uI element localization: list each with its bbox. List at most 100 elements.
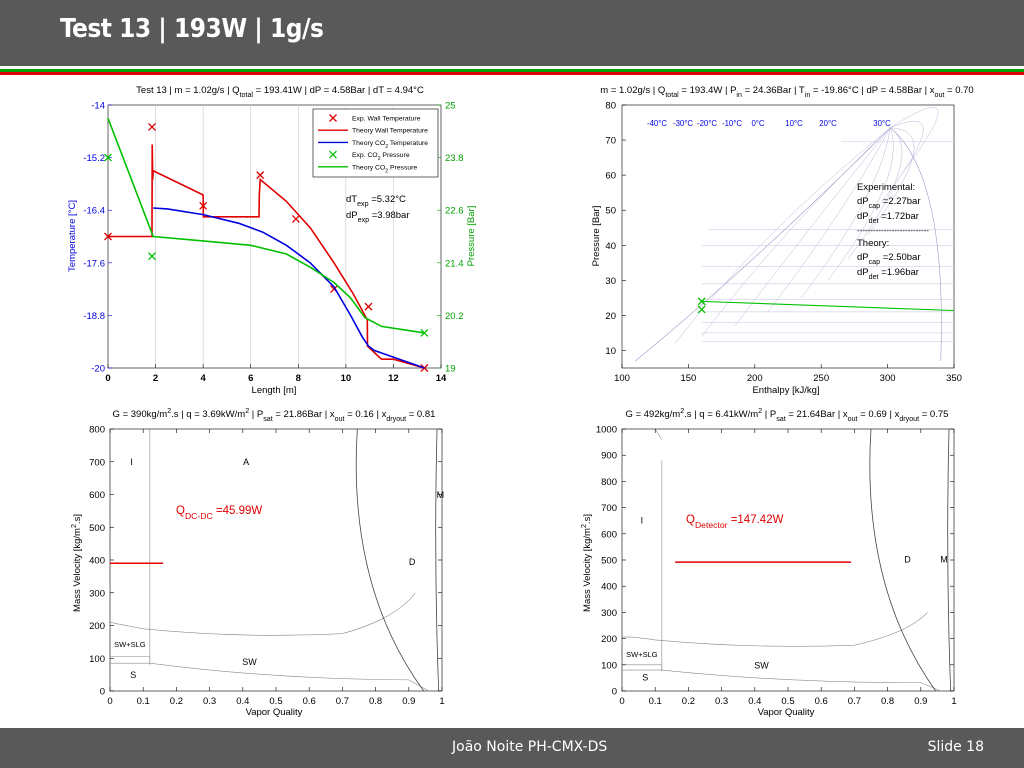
- chart1-x-tick-label: 10: [341, 373, 352, 384]
- pressure-enthalpy-chart: m = 1.02g/s | Qtotal = 193.4W | Pin = 24…: [591, 85, 974, 396]
- chart4-x-tick-label: 0: [619, 696, 624, 707]
- chart3-dryout-boundary: [355, 428, 425, 692]
- chart3-region-label-s: S: [130, 670, 136, 680]
- chart1-y2-ticks: 25 23.8 22.6 21.4 20.2 19: [437, 101, 464, 375]
- chart1-x-tick-label: 6: [248, 373, 253, 384]
- chart2-title: m = 1.02g/s | Qtotal = 193.4W | Pin = 24…: [600, 85, 973, 99]
- chart4-region-label-sw: SW: [754, 661, 769, 671]
- chart2-ylabel: Pressure [Bar]: [591, 206, 602, 267]
- chart4-sw-boundary: [621, 612, 928, 647]
- chart3-y-tick-label: 700: [89, 457, 105, 468]
- chart4-x-tick-label: 0.1: [649, 696, 662, 707]
- chart1-annotation: dTexp =5.32°C dPexp =3.98bar: [346, 194, 410, 224]
- chart2-saturation-liquid-line: [635, 127, 891, 362]
- chart1-xlabel: Length [m]: [252, 385, 297, 396]
- chart3-y-tick-label: 200: [89, 621, 105, 632]
- chart1-series-theory-co2-pressure: [107, 117, 425, 334]
- chart2-quality-line: [880, 120, 924, 204]
- chart2-isotherm-labels: -40°C -30°C -20°C -10°C 0°C 10°C 20°C 30°C: [647, 119, 891, 128]
- chart1-y-tick-label: -18.8: [83, 311, 105, 322]
- chart2-series-exp-point: [697, 305, 706, 314]
- chart3-x-tick-label: 0.9: [402, 696, 415, 707]
- footer-author: João Noite PH-CMX-DS: [452, 739, 608, 755]
- chart1-legend-label: Theory CO2 Temperature: [352, 140, 428, 150]
- chart1-legend-marker: [329, 114, 337, 122]
- chart1-y2-tick-label: 21.4: [445, 258, 464, 269]
- chart2-y-tick-label: 50: [605, 206, 616, 217]
- chart3-title: G = 390kg/m2.s | q = 3.69kW/m2 | Psat = …: [113, 407, 436, 423]
- chart2-isotherm-label: 30°C: [873, 119, 891, 128]
- chart2-x-ticks: 100 150 200 250 300 350: [614, 364, 962, 384]
- chart3-ylabel: Mass Velocity [kg/m2.s]: [70, 514, 83, 612]
- chart1-series: [104, 117, 429, 372]
- chart1-series-theory-wall-temperature: [108, 144, 425, 369]
- chart2-isotherm-label: -20°C: [697, 119, 717, 128]
- chart1-legend-label: Exp. CO2 Pressure: [352, 152, 410, 162]
- chart3-x-tick-label: 1: [439, 696, 444, 707]
- chart2-x-tick-label: 200: [747, 373, 763, 384]
- chart3-x-ticks: 0 0.1 0.2 0.3 0.4 0.5 0.6 0.7 0.8 0.9 1: [107, 429, 445, 707]
- chart2-y-tick-label: 60: [605, 171, 616, 182]
- chart1-x-tick-label: 2: [153, 373, 158, 384]
- chart4-ylabel: Mass Velocity [kg/m2.s]: [580, 514, 593, 612]
- chart1-y2-tick-label: 22.6: [445, 206, 464, 217]
- chart4-region-label-s: S: [642, 673, 648, 683]
- chart4-ia-boundary-top: [654, 428, 663, 440]
- chart3-y-tick-label: 400: [89, 556, 105, 567]
- chart2-y-tick-label: 20: [605, 311, 616, 322]
- chart1-ylabel: Temperature [°C]: [67, 200, 78, 272]
- chart1-series-exp-wall-temperature-point: [148, 122, 156, 131]
- chart4-region-label-m: M: [940, 555, 948, 565]
- chart2-annotation-separator: ---------------------------: [857, 226, 929, 235]
- chart1-y2-tick-label: 20.2: [445, 311, 464, 322]
- slide-header: Test 13 | 193W | 1g/s: [0, 0, 1024, 66]
- chart4-title: G = 492kg/m2.s | q = 6.41kW/m2 | Psat = …: [626, 407, 949, 423]
- chart4-region-label-sw-slg: SW+SLG: [626, 650, 658, 659]
- chart3-x-tick-label: 0.7: [336, 696, 349, 707]
- chart4-y-tick-label: 100: [601, 660, 617, 671]
- chart2-x-tick-label: 150: [680, 373, 696, 384]
- chart2-x-tick-label: 350: [946, 373, 962, 384]
- slide-footer: João Noite PH-CMX-DS Slide 18: [0, 728, 1024, 768]
- chart1-series-exp-wall-temperature-point: [291, 215, 300, 223]
- chart2-annotation-theory-title: Theory:: [857, 238, 889, 249]
- chart2-quality-line: [674, 127, 891, 344]
- chart1-x-tick-label: 4: [200, 373, 206, 384]
- chart4-region-label-d: D: [904, 555, 911, 565]
- chart4-x-tick-label: 0.4: [748, 696, 761, 707]
- chart1-annotation-dp: dPexp =3.98bar: [346, 210, 410, 224]
- temperature-pressure-chart: Test 13 | m = 1.02g/s | Qtotal = 193.41W…: [67, 85, 477, 396]
- chart4-y-tick-label: 200: [601, 634, 617, 645]
- chart2-isotherm-label: 10°C: [785, 119, 803, 128]
- flow-pattern-map-dcdc: G = 390kg/m2.s | q = 3.69kW/m2 | Psat = …: [70, 407, 445, 718]
- chart4-x-tick-label: 0.6: [815, 696, 828, 707]
- chart3-region-label-m: M: [437, 490, 445, 500]
- chart4-s-boundary: [622, 669, 941, 692]
- chart1-legend-label: Theory CO2 Pressure: [352, 164, 417, 174]
- chart2-quality-line: [701, 127, 891, 337]
- chart3-heat-label: QDC-DC =45.99W: [176, 505, 262, 521]
- chart3-x-tick-label: 0.5: [269, 696, 282, 707]
- header-stripe-white: [0, 66, 1024, 69]
- chart1-y-tick-label: -14: [91, 101, 105, 112]
- chart3-plot-area: [109, 428, 443, 692]
- chart2-quality-line: [767, 127, 891, 313]
- chart2-quality-line: [827, 127, 894, 281]
- chart3-region-label-i: I: [130, 457, 133, 467]
- chart2-annotation-th-dpcap: dPcap =2.50bar: [857, 252, 921, 266]
- chart4-x-tick-label: 0.7: [848, 696, 861, 707]
- chart1-series-exp-co2-pressure-point: [148, 252, 156, 261]
- slide-title: Test 13 | 193W | 1g/s: [60, 14, 324, 44]
- chart3-sw-boundary: [109, 592, 416, 636]
- chart4-x-tick-label: 0.2: [682, 696, 695, 707]
- flow-pattern-map-detector: G = 492kg/m2.s | q = 6.41kW/m2 | Psat = …: [580, 407, 957, 718]
- chart1-legend: Exp. Wall Temperature Theory Wall Tempera…: [312, 108, 439, 178]
- chart2-plot-area: [621, 104, 955, 369]
- chart4-mist-boundary: [947, 428, 952, 692]
- chart3-x-tick-label: 0.8: [369, 696, 382, 707]
- chart3-s-boundary: [110, 662, 429, 692]
- chart1-x-tick-label: 12: [388, 373, 399, 384]
- chart2-series: [697, 297, 955, 314]
- chart3-x-tick-label: 0.3: [203, 696, 216, 707]
